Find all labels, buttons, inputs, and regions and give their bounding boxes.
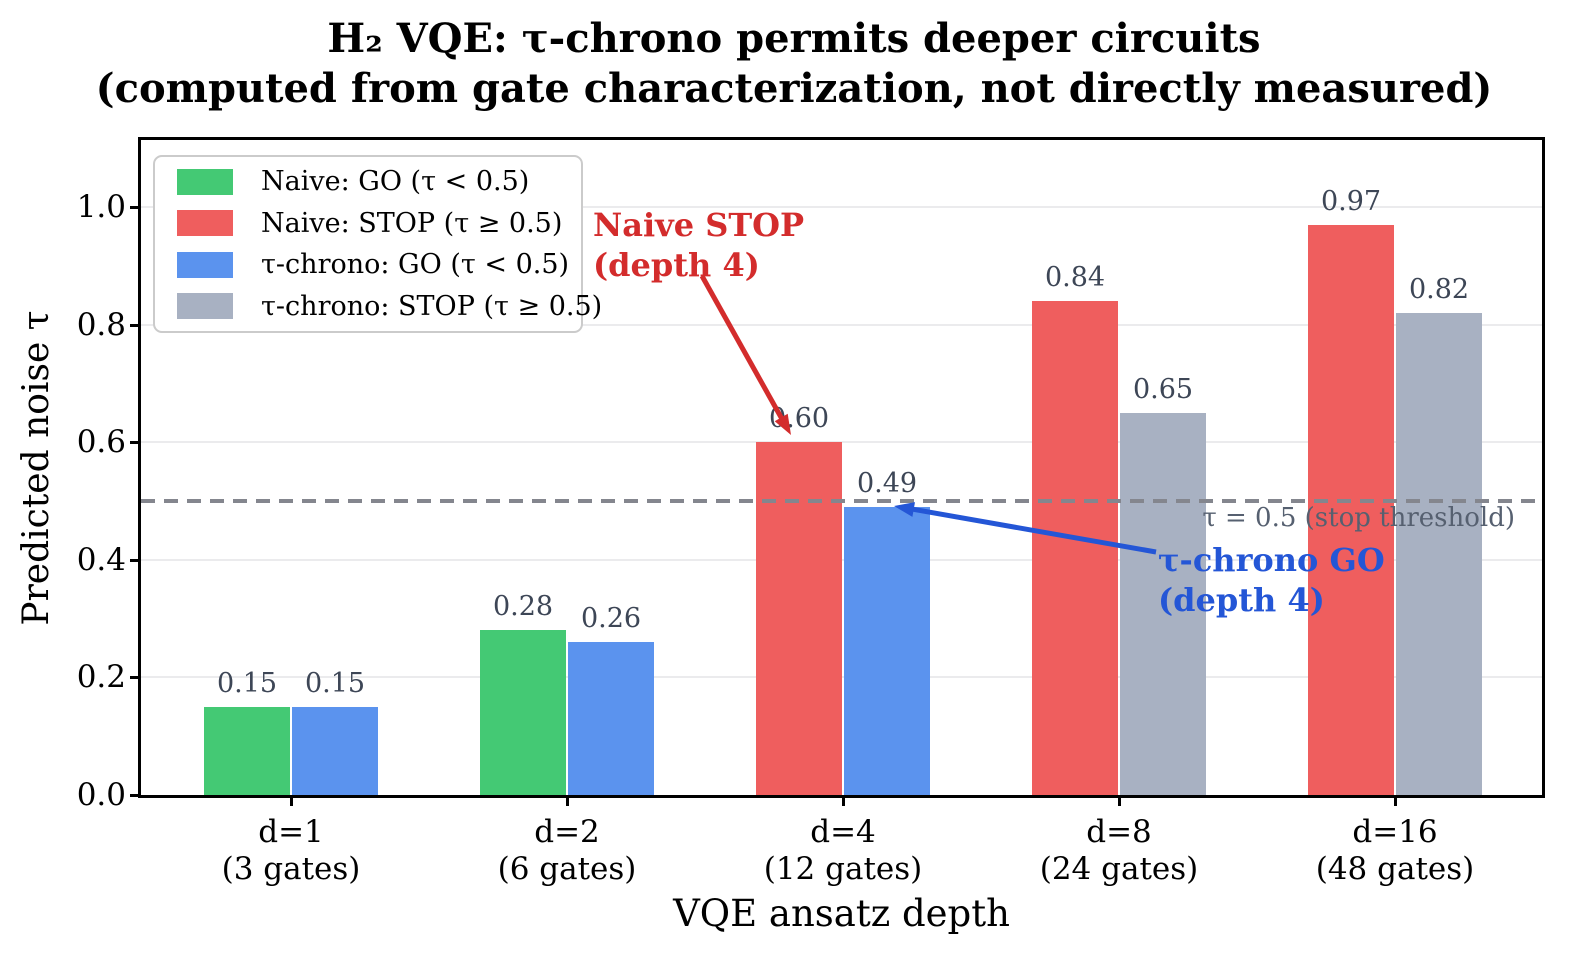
y-tick-label: 1.0: [76, 189, 126, 225]
annotation-chrono-go: τ-chrono GO (depth 4): [1158, 540, 1385, 620]
bar-value-label: 0.97: [1320, 185, 1382, 217]
bar-τ-chrono-2: [568, 642, 654, 795]
annotation-naive-stop: Naive STOP (depth 4): [593, 205, 804, 285]
y-tick-label: 0.0: [76, 777, 126, 813]
legend-item-label: τ-chrono: STOP (τ ≥ 0.5): [261, 290, 603, 322]
threshold-line: [141, 499, 1542, 503]
bar-value-label: 0.26: [580, 603, 642, 635]
legend-item: Naive: STOP (τ ≥ 0.5): [177, 203, 581, 245]
legend-item-label: Naive: STOP (τ ≥ 0.5): [261, 207, 563, 239]
x-tick-mark: [1394, 795, 1397, 806]
y-tick-label: 0.8: [76, 306, 126, 343]
x-tick-label: d=16 (48 gates): [1275, 814, 1515, 888]
x-tick-mark: [290, 795, 293, 806]
gridline: [141, 323, 1542, 326]
bar-value-label: 0.60: [768, 403, 830, 435]
annotation-naive-stop-line1: Naive STOP: [593, 206, 805, 244]
legend-item-label: Naive: GO (τ < 0.5): [261, 166, 530, 198]
y-tick-mark: [130, 794, 141, 797]
x-axis-label: VQE ansatz depth: [673, 892, 1010, 935]
x-tick-label-line: d=4: [810, 814, 876, 850]
bar-τ-chrono-3: [844, 507, 930, 795]
x-tick-mark: [1118, 795, 1121, 806]
y-tick-label: 0.4: [76, 541, 126, 578]
annotation-naive-stop-line2: (depth 4): [593, 246, 760, 284]
x-tick-label: d=8 (24 gates): [999, 814, 1239, 888]
bar-value-label: 0.49: [856, 467, 918, 499]
legend-item-label: τ-chrono: GO (τ < 0.5): [261, 249, 570, 281]
bar-Naive-5: [1308, 225, 1394, 795]
y-tick-label: 0.2: [76, 659, 126, 696]
x-tick-label-line: (6 gates): [497, 851, 637, 887]
bar-Naive-2: [480, 630, 566, 795]
annotation-chrono-go-line2: (depth 4): [1158, 581, 1325, 619]
y-tick-mark: [130, 558, 141, 562]
legend-swatch: [177, 168, 233, 195]
bar-value-label: 0.28: [492, 591, 554, 623]
legend-swatch: [177, 293, 233, 320]
chart-title: H₂ VQE: τ-chrono permits deeper circuits…: [0, 14, 1588, 114]
bar-value-label: 0.84: [1044, 262, 1106, 294]
x-tick-label: d=1 (3 gates): [171, 814, 411, 888]
y-tick-mark: [130, 323, 141, 327]
x-tick-label-line: (24 gates): [1039, 851, 1199, 887]
x-tick-label-line: (3 gates): [221, 851, 361, 887]
x-tick-label-line: d=16: [1352, 814, 1438, 850]
legend-item: τ-chrono: GO (τ < 0.5): [177, 244, 581, 286]
legend: Naive: GO (τ < 0.5) Naive: STOP (τ ≥ 0.5)…: [153, 155, 602, 333]
y-tick-mark: [130, 441, 141, 445]
y-tick-mark: [130, 676, 141, 680]
x-tick-label-line: (48 gates): [1315, 851, 1475, 887]
y-tick-label: 0.6: [76, 424, 126, 461]
bar-τ-chrono-1: [292, 707, 378, 795]
chart-title-line2: (computed from gate characterization, no…: [95, 65, 1493, 112]
x-tick-label: d=2 (6 gates): [447, 814, 687, 888]
threshold-label: τ = 0.5 (stop threshold): [1202, 503, 1515, 533]
chart-title-line1: H₂ VQE: τ-chrono permits deeper circuits: [327, 15, 1261, 62]
y-tick-mark: [130, 206, 141, 209]
bar-value-label: 0.15: [216, 667, 278, 699]
bar-value-label: 0.82: [1408, 273, 1470, 305]
legend-swatch: [177, 251, 233, 278]
y-axis-label: Predicted noise τ: [16, 310, 57, 626]
legend-item: Naive: GO (τ < 0.5): [177, 161, 581, 203]
annotation-chrono-go-line1: τ-chrono GO: [1158, 541, 1385, 579]
bar-τ-chrono-4: [1120, 413, 1206, 795]
bar-value-label: 0.15: [304, 667, 366, 699]
x-tick-mark: [566, 795, 569, 806]
x-tick-label-line: d=2: [534, 814, 600, 850]
bar-τ-chrono-5: [1396, 313, 1482, 795]
x-tick-label-line: d=1: [258, 814, 324, 850]
bar-Naive-1: [204, 707, 290, 795]
plot-area: 0.15 0.28 0.60 0.84 0.97 0.15 0.26 0.49 0.65 0.82…: [141, 140, 1542, 795]
legend-item: τ-chrono: STOP (τ ≥ 0.5): [177, 286, 602, 328]
x-tick-label-line: (12 gates): [763, 851, 923, 887]
x-tick-mark: [842, 795, 845, 806]
gridline: [141, 206, 1542, 208]
bar-value-label: 0.65: [1132, 373, 1194, 405]
legend-swatch: [177, 210, 233, 237]
x-tick-label-line: d=8: [1086, 814, 1152, 850]
x-tick-label: d=4 (12 gates): [723, 814, 963, 888]
